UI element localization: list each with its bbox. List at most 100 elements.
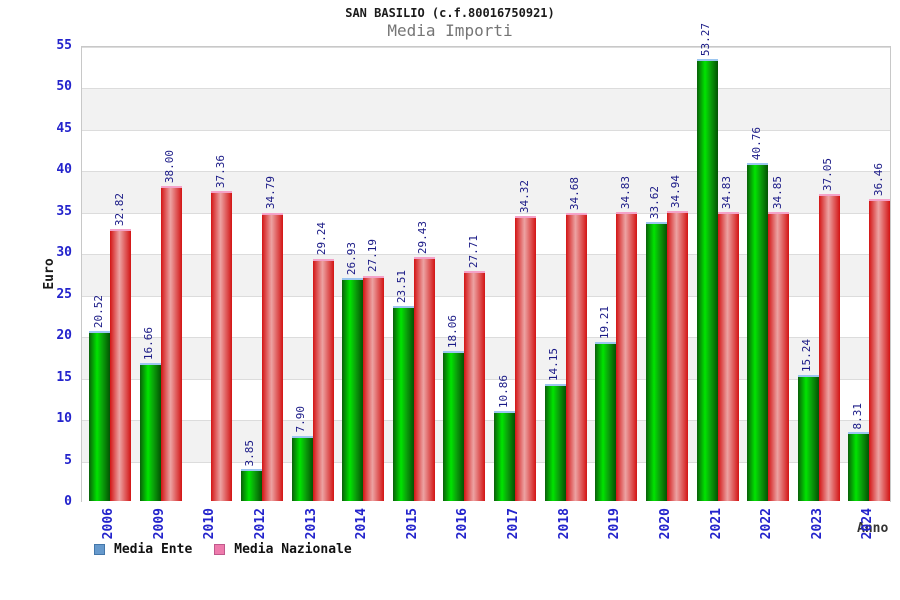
bar-media-ente-2023 [797,374,819,501]
bar-media-nazionale-2019 [616,212,638,501]
bar-value-label: 32.82 [112,192,126,226]
bar-media-ente-2012 [240,469,262,501]
bar-media-nazionale-2017 [515,216,536,501]
grid-band [82,47,890,89]
x-tick-label-2017: 2017 [506,508,521,540]
x-tick-label-2021: 2021 [708,508,724,540]
bar-media-nazionale-2015 [413,257,435,501]
bar-media-ente-2018 [544,383,566,501]
gridline [82,295,890,297]
y-tick-label: 40 [56,162,72,178]
bar-media-nazionale-2012 [261,212,283,501]
x-tick-label-2006: 2006 [101,508,116,540]
legend-swatch-icon [94,544,105,555]
x-tick-label-2020: 2020 [657,508,673,540]
gridline [82,171,890,173]
bar-value-label: 18.06 [445,315,459,349]
bar-media-nazionale-2009 [160,185,182,501]
bar-value-label: 36.46 [871,162,885,196]
x-tick-label-2015: 2015 [404,508,420,540]
legend-item-media-nazionale: Media Nazionale [214,542,352,557]
bar-media-nazionale-2020 [666,211,688,501]
bar-value-label: 26.93 [344,241,358,275]
legend-label: Media Nazionale [234,542,352,557]
grid-band [82,129,890,172]
x-tick-label-2023: 2023 [809,508,825,540]
bar-value-label: 15.24 [800,338,814,372]
chart-legend: Media Ente Media Nazionale [94,542,374,557]
bar-value-label: 29.43 [416,220,430,254]
gridline [82,47,890,48]
gridline [82,212,890,214]
y-tick-label: 0 [64,494,72,509]
bar-media-nazionale-2024 [869,198,891,501]
bar-value-label: 27.71 [466,235,480,269]
bar-media-nazionale-2022 [768,212,790,501]
bar-value-label: 29.24 [315,222,328,256]
bar-media-ente-2009 [139,362,161,501]
bar-value-label: 37.36 [213,155,227,189]
bar-value-label: 34.68 [568,177,582,211]
bar-value-label: 34.94 [669,175,683,209]
bar-value-label: 10.86 [496,374,510,408]
bar-value-label: 33.62 [648,186,662,220]
bar-media-ente-2019 [595,341,617,501]
bar-media-nazionale-2023 [818,193,840,501]
bar-value-label: 14.15 [547,347,561,381]
x-tick-label-2019: 2019 [607,508,623,540]
bar-value-label: 8.31 [850,402,864,430]
bar-value-label: 34.83 [618,176,632,210]
bar-value-label: 19.21 [597,305,611,339]
gridline [82,254,890,256]
bar-value-label: 34.79 [264,176,278,210]
y-tick-label: 5 [64,452,72,468]
x-axis-title: Anno [857,521,889,536]
bar-media-ente-2022 [747,163,769,501]
bar-media-nazionale-2021 [717,212,739,501]
bar-value-label: 27.19 [365,239,379,273]
bar-media-nazionale-2006 [110,228,131,501]
bar-media-ente-2020 [645,222,667,501]
y-axis-title: Euro [42,258,57,290]
x-tick-label-2009: 2009 [151,508,167,540]
gridline [82,461,890,463]
y-tick-label: 15 [56,369,72,385]
bar-media-ente-2015 [392,306,414,501]
y-tick-label: 20 [56,328,72,344]
gridline [82,88,890,90]
y-tick-label: 30 [56,245,72,261]
bar-value-label: 37.05 [821,157,835,191]
bar-media-nazionale-2018 [565,213,587,501]
x-tick-label-2014: 2014 [354,508,370,540]
y-tick-label: 35 [56,203,72,219]
bar-value-label: 16.66 [142,326,156,360]
y-tick-label: 45 [56,120,72,136]
legend-label: Media Ente [114,542,193,557]
bar-value-label: 38.00 [163,149,177,183]
y-tick-label: 50 [56,79,72,95]
grid-band [82,171,890,213]
bar-media-ente-2016 [443,351,465,501]
bar-media-nazionale-2010 [211,191,233,501]
y-tick-label: 25 [56,286,72,302]
bar-value-label: 23.51 [395,269,409,304]
bar-media-ente-2024 [848,432,870,501]
bar-value-label: 3.85 [243,439,257,467]
gridline [82,420,890,422]
bar-media-ente-2017 [494,410,515,501]
bar-media-ente-2021 [696,59,718,501]
bar-media-ente-2013 [291,435,313,501]
bar-media-nazionale-2014 [363,275,385,501]
legend-item-media-ente: Media Ente [94,542,192,557]
bar-value-label: 40.76 [749,126,763,161]
gridline [82,129,890,131]
x-tick-label-2013: 2013 [303,508,319,540]
chart-title: SAN BASILIO (c.f.80016750921) [345,6,555,20]
plot-area: 20.52 32.82 16.66 38.00 37.36 3.85 34.79 7.90 29… [81,23,891,503]
y-tick-label: 10 [56,411,72,427]
legend-swatch-icon [214,544,226,555]
bar-media-nazionale-2016 [464,271,486,501]
chart-subtitle: Media Importi [387,21,513,40]
x-tick-label-2016: 2016 [455,508,471,540]
